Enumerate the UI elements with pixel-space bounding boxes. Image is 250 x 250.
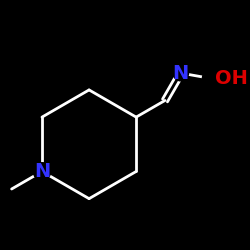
Circle shape: [173, 66, 188, 81]
Text: N: N: [34, 162, 50, 181]
Circle shape: [202, 68, 225, 90]
Circle shape: [33, 163, 51, 180]
Text: N: N: [173, 64, 189, 82]
Text: OH: OH: [215, 70, 248, 88]
